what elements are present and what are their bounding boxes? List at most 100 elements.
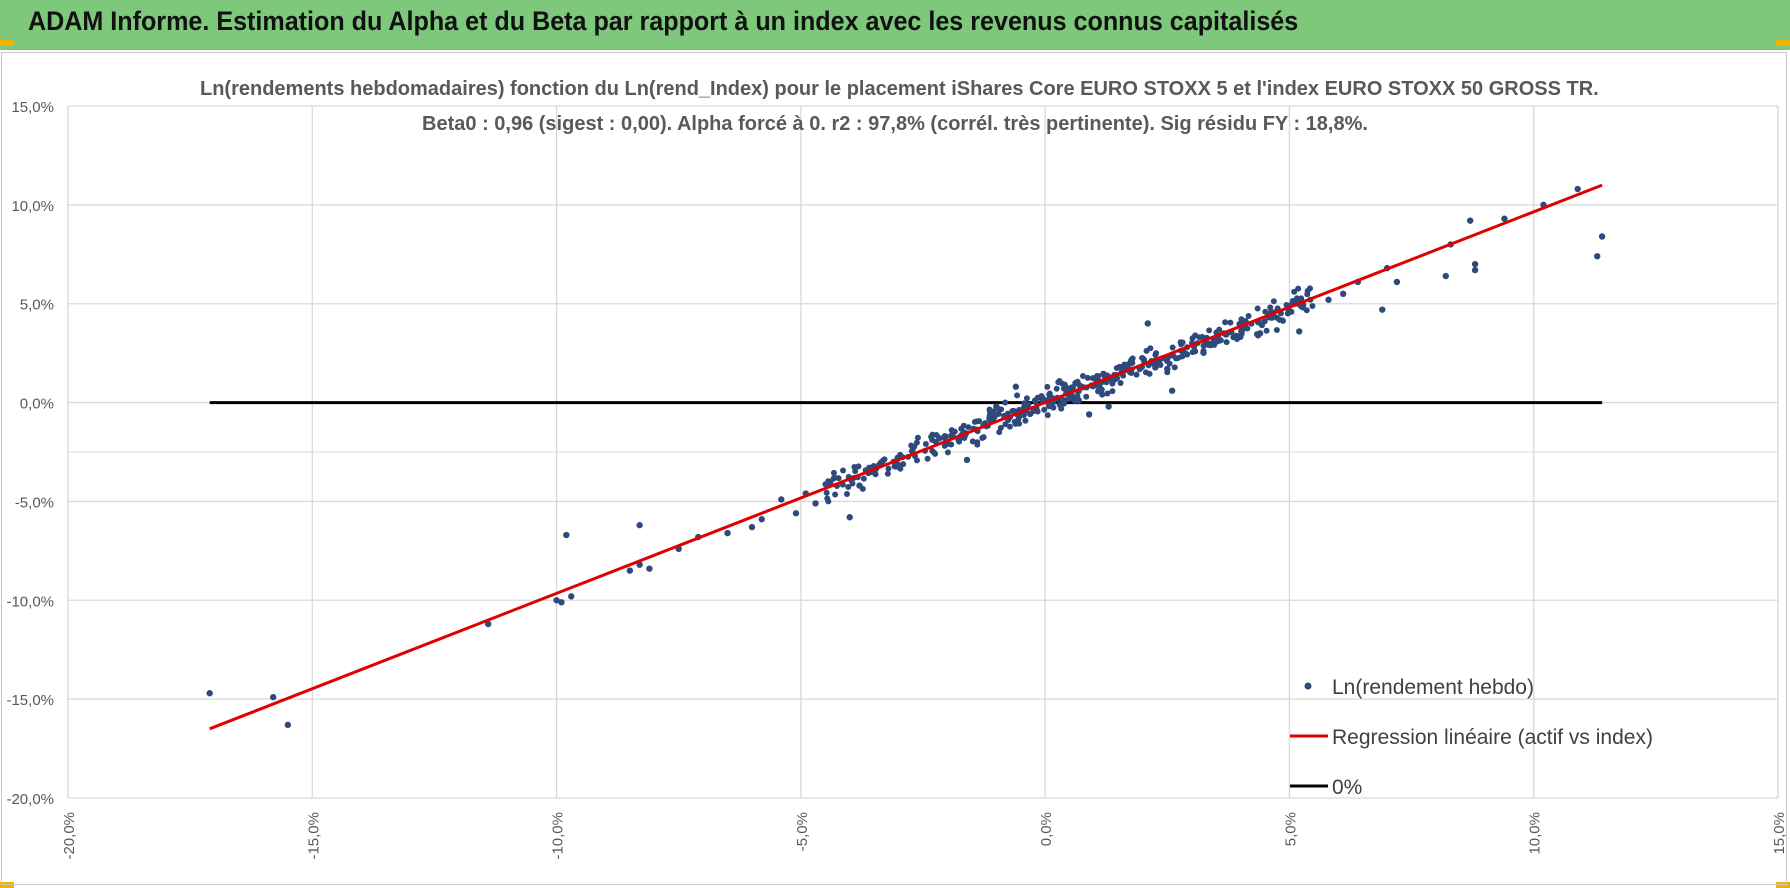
data-point [1147, 345, 1154, 352]
chart-subtitle: Beta0 : 0,96 (sigest : 0,00). Alpha forc… [422, 113, 1368, 135]
data-point [484, 620, 492, 628]
data-point [1023, 395, 1030, 402]
data-point [825, 498, 832, 505]
data-point [1279, 317, 1286, 324]
data-point [626, 567, 634, 574]
data-point [724, 529, 731, 537]
data-point [1270, 298, 1277, 305]
data-point [897, 465, 904, 472]
corner-marker [0, 40, 14, 46]
data-point [1254, 305, 1261, 312]
data-point [1104, 390, 1111, 397]
data-point [1100, 370, 1107, 377]
data-point [1171, 364, 1178, 371]
data-point [884, 470, 891, 477]
data-point [1027, 411, 1034, 418]
data-point [1014, 392, 1021, 399]
data-point [1304, 291, 1311, 298]
legend-label: Ln(rendement hebdo) [1332, 676, 1534, 699]
data-point [885, 465, 892, 472]
data-point [1032, 399, 1039, 406]
regression-line [209, 183, 1603, 731]
data-point [812, 500, 819, 507]
data-point [936, 435, 943, 442]
data-point [855, 463, 862, 470]
data-point [568, 593, 575, 600]
data-point [1258, 322, 1265, 329]
data-point [284, 721, 292, 729]
data-point [1046, 390, 1053, 397]
corner-marker [1776, 40, 1790, 46]
data-point [1053, 385, 1060, 392]
data-point [965, 424, 972, 431]
data-point [1294, 295, 1301, 302]
data-point [1183, 350, 1190, 357]
data-point [1046, 401, 1053, 408]
data-point [1039, 394, 1046, 401]
data-point [1002, 399, 1009, 406]
data-point [1178, 353, 1185, 360]
x-tick-label: 5,0% [1282, 812, 1299, 846]
y-tick-label: 0,0% [20, 396, 54, 413]
data-point [1164, 365, 1171, 373]
data-point [558, 599, 565, 606]
data-point [270, 693, 277, 701]
data-point [872, 471, 879, 478]
data-point [1169, 344, 1176, 351]
data-point [1223, 339, 1230, 346]
data-point [1467, 217, 1474, 224]
x-tick-label: -15,0% [305, 812, 322, 860]
data-point [1206, 327, 1213, 334]
data-point [1012, 383, 1020, 390]
data-point [792, 510, 800, 517]
data-point [1227, 319, 1234, 326]
data-point [1044, 383, 1051, 390]
data-point [1098, 386, 1105, 393]
data-point [1034, 408, 1041, 415]
data-point [1060, 399, 1067, 406]
data-point [1146, 370, 1153, 377]
data-point [1309, 302, 1316, 309]
data-point [1501, 215, 1508, 222]
data-point [969, 438, 976, 445]
data-point [758, 516, 765, 523]
y-tick-label: -10,0% [6, 593, 54, 610]
data-point [1189, 335, 1196, 342]
data-point [1105, 403, 1112, 410]
data-point [206, 690, 213, 697]
data-point [1393, 278, 1401, 286]
data-point [1079, 372, 1086, 379]
data-point [948, 441, 955, 448]
data-point [922, 440, 929, 447]
data-point [1058, 405, 1065, 412]
data-point [553, 597, 560, 604]
data-point [948, 427, 955, 434]
x-tick-label: 0,0% [1038, 812, 1055, 846]
data-point [748, 523, 756, 531]
data-point [852, 468, 859, 475]
data-point [980, 434, 987, 441]
corner-marker [1776, 882, 1790, 888]
data-point [1325, 296, 1332, 303]
data-point [1598, 233, 1606, 240]
x-tick-label: 15,0% [1771, 812, 1788, 855]
data-point [1179, 339, 1186, 346]
data-point [845, 483, 852, 490]
data-point [1133, 371, 1140, 378]
data-point [1022, 417, 1029, 424]
data-point [1471, 260, 1479, 268]
data-point [1012, 420, 1019, 427]
report-banner: ADAM Informe. Estimation du Alpha et du … [0, 0, 1790, 50]
chart-title: Ln(rendements hebdomadaires) fonction du… [200, 78, 1599, 100]
data-point [993, 403, 1000, 410]
data-point [1152, 351, 1159, 358]
x-tick-label: 10,0% [1527, 812, 1544, 855]
data-point [990, 408, 997, 415]
data-point [1245, 312, 1252, 319]
data-point [1256, 330, 1264, 337]
data-point [1379, 306, 1386, 313]
data-point [1085, 411, 1093, 418]
x-tick-label: -20,0% [61, 812, 78, 860]
data-point [1061, 381, 1068, 388]
data-point [1116, 363, 1123, 370]
